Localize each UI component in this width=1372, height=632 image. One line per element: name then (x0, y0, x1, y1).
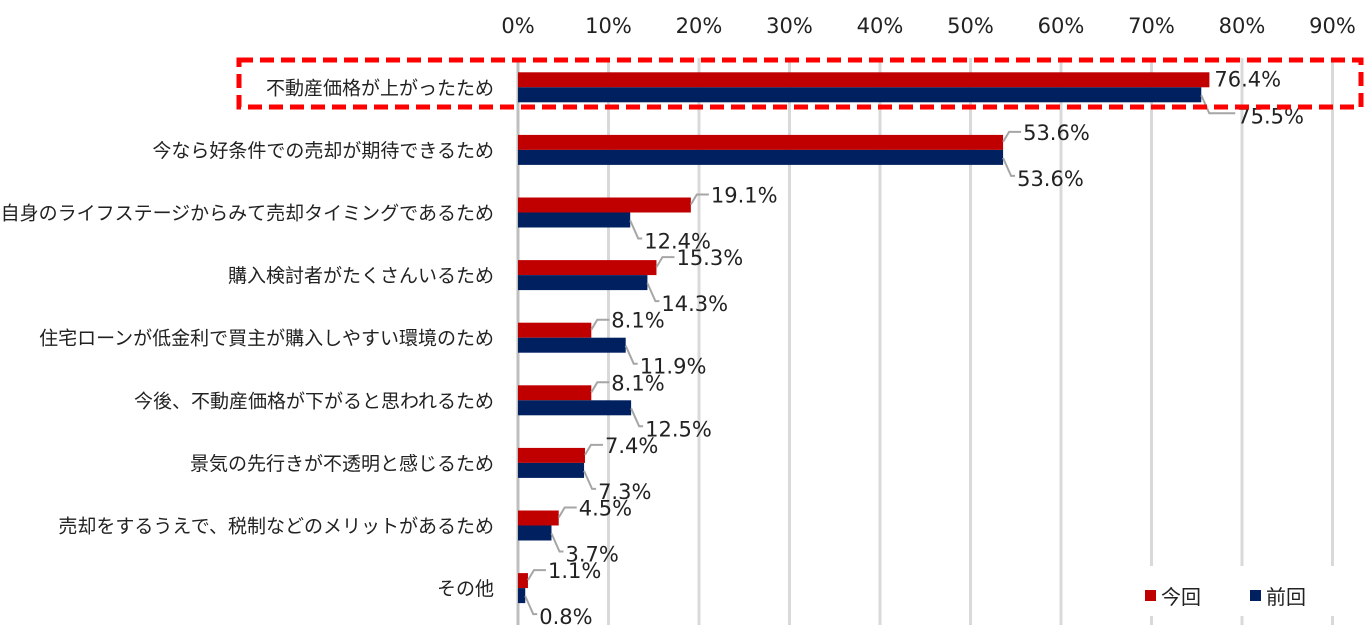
data-label-previous: 14.3% (661, 292, 728, 316)
data-label-current: 19.1% (711, 184, 778, 208)
data-label-previous: 53.6% (1017, 167, 1084, 191)
bar-current (518, 72, 1210, 88)
leader-line (689, 193, 709, 206)
legend-background (1137, 566, 1337, 616)
bar-previous (518, 275, 648, 291)
data-label-current: 8.1% (611, 371, 664, 395)
leader-line (583, 470, 597, 490)
data-label-current: 1.1% (548, 559, 601, 583)
data-label-previous: 0.8% (539, 605, 592, 629)
x-tick-label: 50% (947, 14, 994, 38)
data-label-previous: 11.9% (640, 355, 707, 379)
category-label: 景気の先行きが不透明と感じるため (190, 453, 494, 475)
data-label-previous: 12.5% (645, 417, 712, 441)
leader-line (1200, 94, 1236, 115)
bar-current (518, 510, 559, 526)
leader-line (557, 506, 577, 519)
bar-current (518, 447, 585, 463)
data-label-current: 15.3% (676, 246, 743, 270)
bar-previous (518, 588, 526, 604)
bar-current (518, 260, 657, 276)
x-tick-label: 90% (1309, 14, 1356, 38)
category-label: 住宅ローンが低金利で買主が購入しやすい環境のため (39, 328, 494, 350)
legend-label: 前回 (1266, 585, 1306, 609)
legend-swatch (1145, 590, 1156, 601)
bar-previous (518, 212, 631, 228)
x-tick-label: 10% (585, 14, 632, 38)
data-label-current: 4.5% (579, 497, 632, 521)
leader-line (1002, 130, 1022, 143)
bar-previous (518, 337, 626, 353)
bar-previous (518, 149, 1004, 165)
legend-label: 今回 (1161, 585, 1201, 609)
category-label: 今なら好条件での売却が期待できるため (152, 140, 494, 162)
x-tick-label: 80% (1219, 14, 1266, 38)
x-tick-label: 40% (857, 14, 904, 38)
bar-current (518, 322, 592, 338)
bar-previous (518, 525, 552, 541)
leader-line (550, 533, 564, 553)
category-label: 購入検討者がたくさんいるため (228, 265, 494, 287)
category-label: 不動産価格が上がったため (266, 77, 494, 99)
highlight-box (236, 57, 1364, 110)
legend-swatch (1250, 590, 1261, 601)
bar-current (518, 573, 528, 589)
data-label-current: 7.4% (605, 434, 658, 458)
category-label: 自身のライフステージからみて売却タイミングであるため (1, 203, 494, 225)
leader-line (655, 256, 675, 268)
data-label-current: 53.6% (1023, 121, 1090, 145)
category-label: 売却をするうえで、税制などのメリットがあるため (58, 516, 494, 538)
leader-line (524, 595, 538, 616)
leader-line (629, 220, 643, 240)
x-tick-label: 70% (1128, 14, 1175, 38)
data-label-previous: 3.7% (565, 543, 618, 567)
data-label-previous: 12.4% (644, 230, 711, 254)
leader-line (527, 569, 546, 581)
data-label-current: 8.1% (611, 309, 664, 333)
leader-line (590, 381, 610, 393)
leader-line (590, 318, 610, 331)
bar-current (518, 385, 592, 401)
category-label: その他 (437, 578, 494, 600)
data-label-current: 76.4% (1214, 67, 1281, 91)
bar-previous (518, 400, 632, 416)
leader-line (630, 407, 644, 428)
leader-line (1002, 157, 1016, 177)
leader-line (624, 345, 638, 365)
x-tick-label: 60% (1038, 14, 1085, 38)
x-tick-label: 20% (676, 14, 723, 38)
bar-current (518, 197, 691, 213)
bar-current (518, 134, 1004, 150)
bar-previous (518, 87, 1202, 103)
x-tick-label: 0% (501, 14, 534, 38)
bar-previous (518, 462, 585, 478)
x-tick-label: 30% (766, 14, 813, 38)
leader-line (584, 443, 603, 456)
data-label-previous: 7.3% (598, 480, 651, 504)
leader-line (646, 282, 660, 303)
category-label: 今後、不動産価格が下がると思われるため (134, 390, 494, 412)
